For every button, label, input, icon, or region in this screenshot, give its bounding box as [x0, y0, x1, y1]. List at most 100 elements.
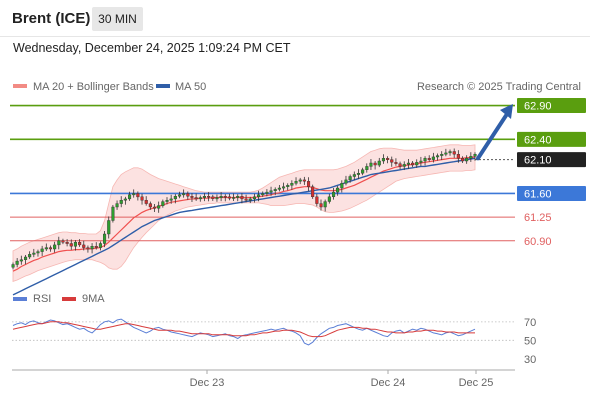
candle-body: [132, 193, 136, 196]
candle-body: [211, 196, 215, 200]
candle-body: [227, 196, 232, 199]
chart-header: Brent (ICE) 30 MIN: [0, 0, 590, 37]
candle-body: [61, 240, 65, 243]
candle-body: [273, 189, 277, 191]
candle-body: [165, 199, 169, 202]
chart-datetime: Wednesday, December 24, 2025 1:09:24 PM …: [13, 41, 291, 55]
candle-body: [86, 247, 90, 250]
candle-body: [223, 195, 227, 198]
candle-body: [327, 196, 331, 202]
candle-body: [98, 243, 102, 248]
candle-body: [127, 194, 132, 200]
candle-body: [440, 153, 444, 156]
candle-body: [340, 183, 344, 189]
candle-body: [236, 195, 240, 198]
candle-body: [452, 151, 456, 155]
candle-body: [215, 197, 219, 200]
candle-body: [240, 195, 244, 200]
candle-body: [111, 206, 115, 221]
candle-body: [402, 164, 406, 167]
candle-body: [190, 195, 194, 198]
candle-body: [144, 199, 148, 204]
candle-body: [169, 198, 173, 201]
x-axis-labels: Dec 23 Dec 24 Dec 25: [190, 370, 494, 389]
candle-body: [15, 260, 19, 265]
candle-body: [369, 162, 373, 167]
candle-body: [386, 158, 390, 160]
candle-body: [365, 166, 369, 170]
candle-body: [286, 185, 290, 187]
ma50-line: [12, 157, 476, 296]
forecast-arrow-head: [500, 103, 513, 119]
candle-body: [48, 247, 52, 250]
candle-body: [348, 176, 352, 181]
candle-body: [44, 247, 48, 250]
candle-body: [140, 196, 144, 201]
forecast-arrow-layer: [476, 103, 513, 161]
moving-average-layer: [12, 156, 476, 296]
candle-body: [261, 193, 265, 196]
candle-body: [219, 195, 223, 198]
candle-body: [107, 220, 111, 235]
candle-body: [473, 153, 477, 157]
rsi-tick-label: 30: [524, 354, 536, 366]
candle-body: [461, 158, 465, 162]
price-label-box: [517, 131, 586, 147]
candle-body: [469, 156, 473, 159]
candle-body: [177, 194, 182, 197]
price-label-text: 62.40: [524, 134, 552, 146]
candle-body: [232, 197, 236, 199]
candle-body: [24, 256, 28, 260]
candle-body: [28, 254, 32, 258]
price-label-61-60: 61.60: [517, 185, 586, 201]
candle-body: [307, 181, 311, 187]
candle-body: [436, 155, 440, 158]
ma20-line: [12, 156, 476, 272]
price-label-box: [517, 185, 586, 201]
candle-body: [406, 162, 411, 165]
candle-body: [465, 158, 469, 162]
x-axis-label: Dec 25: [459, 377, 494, 389]
x-axis-label: Dec 23: [190, 377, 225, 389]
candle-body: [298, 179, 302, 182]
candle-body: [161, 201, 165, 206]
candle-body: [57, 240, 61, 246]
candle-body: [356, 172, 361, 175]
rsi-tick-label: 70: [524, 317, 536, 329]
candle-body: [294, 181, 298, 184]
candle-body: [282, 186, 286, 189]
candle-body: [423, 158, 427, 162]
candle-body: [377, 160, 381, 166]
price-label-text: 62.90: [524, 101, 552, 113]
price-label-62-90: 62.90: [517, 98, 586, 114]
candle-body: [182, 193, 186, 196]
candle-body: [411, 162, 415, 166]
candle-body: [344, 179, 348, 184]
timeframe-button[interactable]: 30 MIN: [92, 7, 143, 31]
candle-body: [352, 174, 356, 177]
candle-body: [252, 196, 257, 200]
candle-body: [53, 244, 57, 250]
candle-body: [244, 198, 248, 201]
rsi-tick-label: 50: [524, 335, 536, 347]
price-label-text: 61.25: [524, 212, 552, 224]
price-label-box: [517, 152, 586, 168]
candle-body: [456, 153, 460, 159]
candle-body: [73, 241, 77, 247]
rsi-legend-swatch: [13, 297, 27, 301]
candle-body: [202, 195, 207, 198]
candle-body: [448, 151, 452, 154]
candle-body: [82, 244, 86, 248]
candle-body: [265, 191, 269, 194]
candle-body: [431, 156, 435, 160]
candle-body: [194, 197, 198, 200]
candle-body: [398, 163, 402, 167]
candle-body: [78, 241, 82, 246]
candle-body: [136, 193, 140, 198]
rsi-ma-line: [12, 321, 475, 338]
candle-body: [198, 197, 202, 200]
candle-body: [390, 159, 394, 163]
candle-body: [102, 233, 107, 244]
price-label-60-90: 60.90: [524, 236, 552, 248]
candle-body: [115, 203, 119, 208]
